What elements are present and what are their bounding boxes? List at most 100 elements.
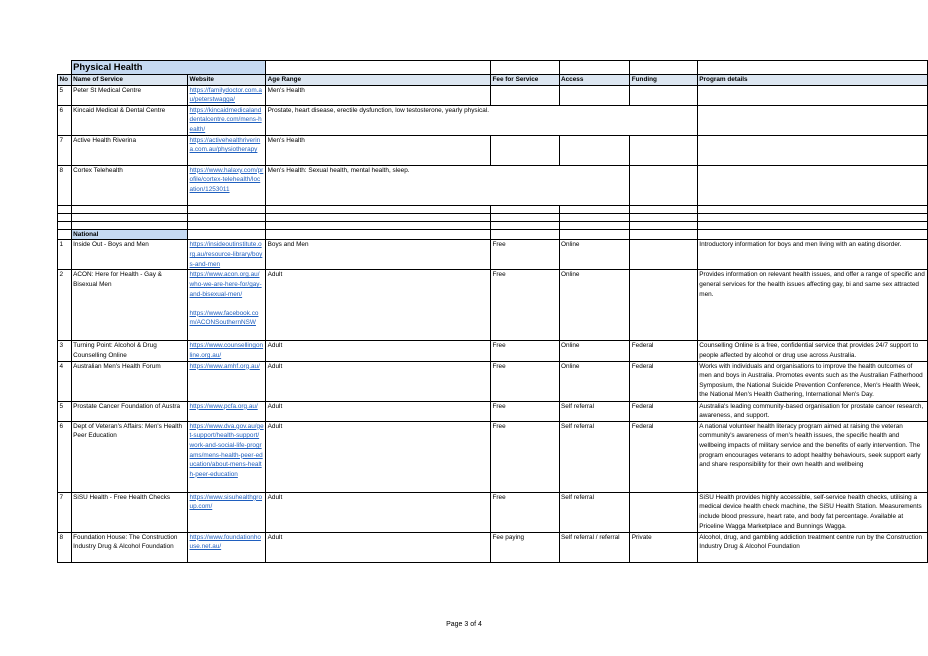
cell-no: 7 — [57, 134, 72, 166]
cell-funding — [629, 239, 698, 271]
cell-no: 3 — [57, 340, 72, 362]
cell-age: Adult — [265, 531, 491, 563]
cell-funding: Federal — [629, 340, 698, 362]
cell-access: Online — [558, 360, 631, 402]
cell-age: Boys and Men — [265, 239, 491, 271]
cell-program: Works with individuals and organisations… — [696, 360, 928, 402]
cell-name: ACON: Here for Health - Gay & Bisexual M… — [70, 269, 189, 342]
cell-age: Adult — [265, 360, 491, 402]
table-row: 7 SiSU Health - Free Health Checks https… — [57, 491, 928, 533]
cell-funding: Federal — [629, 420, 698, 493]
website-link[interactable]: https://www.foundationhouse.net.au/ — [189, 533, 261, 551]
header-access: Access — [558, 74, 631, 86]
table-row: 7 Active Health Riverina https://activeh… — [57, 134, 928, 166]
cell-no: 6 — [57, 420, 72, 493]
table-row: 6 Dept of Veteran's Affairs: Men's Healt… — [57, 420, 928, 493]
cell-no: 2 — [57, 269, 72, 342]
table-row: 8 Cortex Telehealth https://www.halaxy.c… — [57, 164, 928, 206]
cell-no: 4 — [57, 360, 72, 402]
cell-access: Self referral — [558, 491, 631, 533]
table-row: 1 Inside Out - Boys and Men https://insi… — [57, 239, 928, 271]
table-row: 3 Turning Point: Alcohol & Drug Counsell… — [57, 340, 928, 362]
table-row: 8 Foundation House: The Construction Ind… — [57, 531, 928, 563]
cell-name: SiSU Health - Free Health Checks — [70, 491, 189, 533]
cell-funding — [629, 491, 698, 533]
header-fee: Fee for Service — [489, 74, 560, 86]
cell-access: Self referral — [558, 420, 631, 493]
cell-age: Men's Health — [265, 134, 491, 166]
header-website: Website — [187, 74, 267, 86]
website-link[interactable]: https://www.counsellingonline.org.au/ — [189, 342, 264, 359]
website-link[interactable]: https://www.pcfa.org.au/ — [189, 402, 258, 410]
empty-row — [57, 220, 928, 230]
website-link[interactable]: https://www.sisuhealthgroup.com/ — [189, 493, 262, 511]
section-row: National — [57, 228, 928, 241]
website-link[interactable]: https://familydoctor.com.au/peterstwagga… — [189, 86, 262, 104]
cell-access: Online — [558, 269, 631, 342]
header-no: No — [57, 74, 72, 86]
table-row: 5 Peter St Medical Centre https://family… — [57, 84, 928, 106]
cell-name: Inside Out - Boys and Men — [70, 239, 189, 271]
cell-age: Adult — [265, 400, 491, 422]
cell-program: A national volunteer health literacy pro… — [696, 420, 928, 493]
empty-row — [57, 212, 928, 222]
cell-no: 6 — [57, 104, 72, 136]
cell-no: 7 — [57, 491, 72, 533]
header-age: Age Range — [265, 74, 491, 86]
cell-name: Peter St Medical Centre — [70, 84, 189, 106]
cell-access: Online — [558, 239, 631, 271]
cell-fee: Free — [489, 491, 560, 533]
cell-fee: Free — [489, 269, 560, 342]
cell-access: Self referral / referral — [558, 531, 631, 563]
services-table: Physical Health No Name of Service Websi… — [57, 60, 928, 563]
cell-funding — [629, 269, 698, 342]
cell-funding: Private — [629, 531, 698, 563]
cell-funding: Federal — [629, 400, 698, 422]
cell-age: Men's Health — [265, 84, 491, 106]
cell-age: Prostate, heart disease, erectile dysfun… — [265, 104, 491, 136]
website-link[interactable]: https://www.halaxy.com/profile/cortex-te… — [189, 166, 264, 193]
cell-access: Self referral — [558, 400, 631, 422]
cell-fee: Fee paying — [489, 531, 560, 563]
website-link[interactable]: https://insideoutinstitute.org.au/resour… — [189, 241, 263, 268]
cell-no: 5 — [57, 84, 72, 106]
cell-funding: Federal — [629, 360, 698, 402]
cell-age: Adult — [265, 269, 491, 342]
table-row: 2 ACON: Here for Health - Gay & Bisexual… — [57, 269, 928, 342]
facebook-link[interactable]: https://www.facebook.com/ACONSouthernNSW — [189, 309, 259, 327]
website-link[interactable]: https://kincaidmedicalanddentalcentre.co… — [189, 106, 262, 133]
header-row: No Name of Service Website Age Range Fee… — [57, 74, 928, 86]
website-link[interactable]: https://www.dva.gov.au/get-support/healt… — [189, 422, 264, 478]
cell-no: 8 — [57, 164, 72, 206]
cell-program: Introductory information for boys and me… — [696, 239, 928, 271]
cell-name: Dept of Veteran's Affairs: Men's Health … — [70, 420, 189, 493]
header-funding: Funding — [629, 74, 698, 86]
cell-name: Kincaid Medical & Dental Centre — [70, 104, 189, 136]
cell-program: Alcohol, drug, and gambling addiction tr… — [696, 531, 928, 563]
cell-name: Foundation House: The Construction Indus… — [70, 531, 189, 563]
cell-no: 5 — [57, 400, 72, 422]
website-link[interactable]: https://www.acon.org.au/who-we-are-here-… — [189, 271, 262, 298]
cell-program: SiSU Health provides highly accessible, … — [696, 491, 928, 533]
website-link[interactable]: https://www.amhf.org.au/ — [189, 362, 260, 370]
table-row: 5 Prostate Cancer Foundation of Austra h… — [57, 400, 928, 422]
cell-age: Adult — [265, 420, 491, 493]
cell-age: Adult — [265, 491, 491, 533]
cell-name: Turning Point: Alcohol & Drug Counsellin… — [70, 340, 189, 362]
cell-access: Online — [558, 340, 631, 362]
cell-fee: Free — [489, 360, 560, 402]
cell-fee: Free — [489, 239, 560, 271]
cell-name: Prostate Cancer Foundation of Austra — [70, 400, 189, 422]
cell-age: Men's Health: Sexual health, mental heal… — [265, 164, 491, 206]
website-link[interactable]: https://activehealthriverina.com.au/phys… — [189, 136, 261, 154]
header-program: Program details — [696, 74, 928, 86]
table-row: 6 Kincaid Medical & Dental Centre https:… — [57, 104, 928, 136]
cell-program: Australia's leading community-based orga… — [696, 400, 928, 422]
cell-name: Active Health Riverina — [70, 134, 189, 166]
empty-row — [57, 204, 928, 214]
header-name: Name of Service — [70, 74, 189, 86]
cell-fee: Free — [489, 340, 560, 362]
cell-program: Provides information on relevant health … — [696, 269, 928, 342]
page-number: Page 3 of 4 — [446, 621, 482, 628]
cell-fee: Free — [489, 400, 560, 422]
